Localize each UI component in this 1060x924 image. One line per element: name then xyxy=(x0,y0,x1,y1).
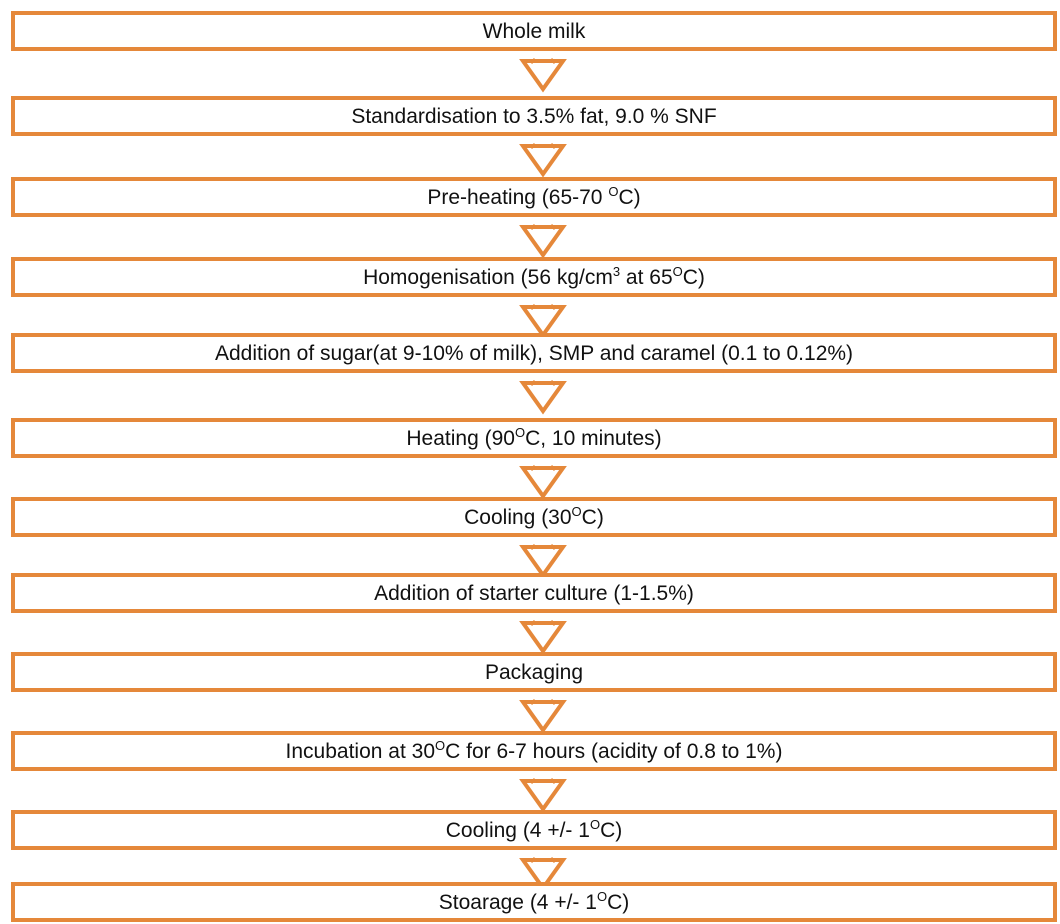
step-starter-culture: Addition of starter culture (1-1.5%) xyxy=(11,573,1057,613)
down-arrow-icon xyxy=(519,303,567,339)
step-label: Heating (90OC, 10 minutes) xyxy=(406,424,662,450)
step-heating: Heating (90OC, 10 minutes) xyxy=(11,418,1057,458)
step-label: Whole milk xyxy=(482,19,586,43)
step-label: Pre-heating (65-70 OC) xyxy=(427,183,641,209)
step-cooling-30: Cooling (30OC) xyxy=(11,497,1057,537)
step-label: Cooling (4 +/- 1OC) xyxy=(445,816,623,842)
step-standardisation: Standardisation to 3.5% fat, 9.0 % SNF xyxy=(11,96,1057,136)
step-label: Packaging xyxy=(484,660,584,684)
down-arrow-icon xyxy=(519,777,567,813)
step-cooling-4: Cooling (4 +/- 1OC) xyxy=(11,810,1057,850)
down-arrow-icon xyxy=(519,142,567,178)
step-label: Cooling (30OC) xyxy=(464,503,604,529)
down-arrow-icon xyxy=(519,619,567,655)
step-whole-milk: Whole milk xyxy=(11,11,1057,51)
step-homogenisation: Homogenisation (56 kg/cm3 at 65OC) xyxy=(11,257,1057,297)
down-arrow-icon xyxy=(519,698,567,734)
step-storage: Stoarage (4 +/- 1OC) xyxy=(11,882,1057,922)
step-label: Incubation at 30OC for 6-7 hours (acidit… xyxy=(285,737,783,763)
step-addition-of-sugar: Addition of sugar(at 9-10% of milk), SMP… xyxy=(11,333,1057,373)
step-label: Addition of sugar(at 9-10% of milk), SMP… xyxy=(214,341,854,365)
down-arrow-icon xyxy=(519,464,567,500)
step-label: Homogenisation (56 kg/cm3 at 65OC) xyxy=(363,263,705,289)
step-label: Stoarage (4 +/- 1OC) xyxy=(438,888,630,914)
step-label: Standardisation to 3.5% fat, 9.0 % SNF xyxy=(351,104,717,128)
down-arrow-icon xyxy=(519,856,567,892)
step-label: Addition of starter culture (1-1.5%) xyxy=(374,581,694,605)
step-pre-heating: Pre-heating (65-70 OC) xyxy=(11,177,1057,217)
step-packaging: Packaging xyxy=(11,652,1057,692)
down-arrow-icon xyxy=(519,223,567,259)
down-arrow-icon xyxy=(519,379,567,415)
down-arrow-icon xyxy=(519,543,567,579)
step-incubation: Incubation at 30OC for 6-7 hours (acidit… xyxy=(11,731,1057,771)
down-arrow-icon xyxy=(519,57,567,93)
